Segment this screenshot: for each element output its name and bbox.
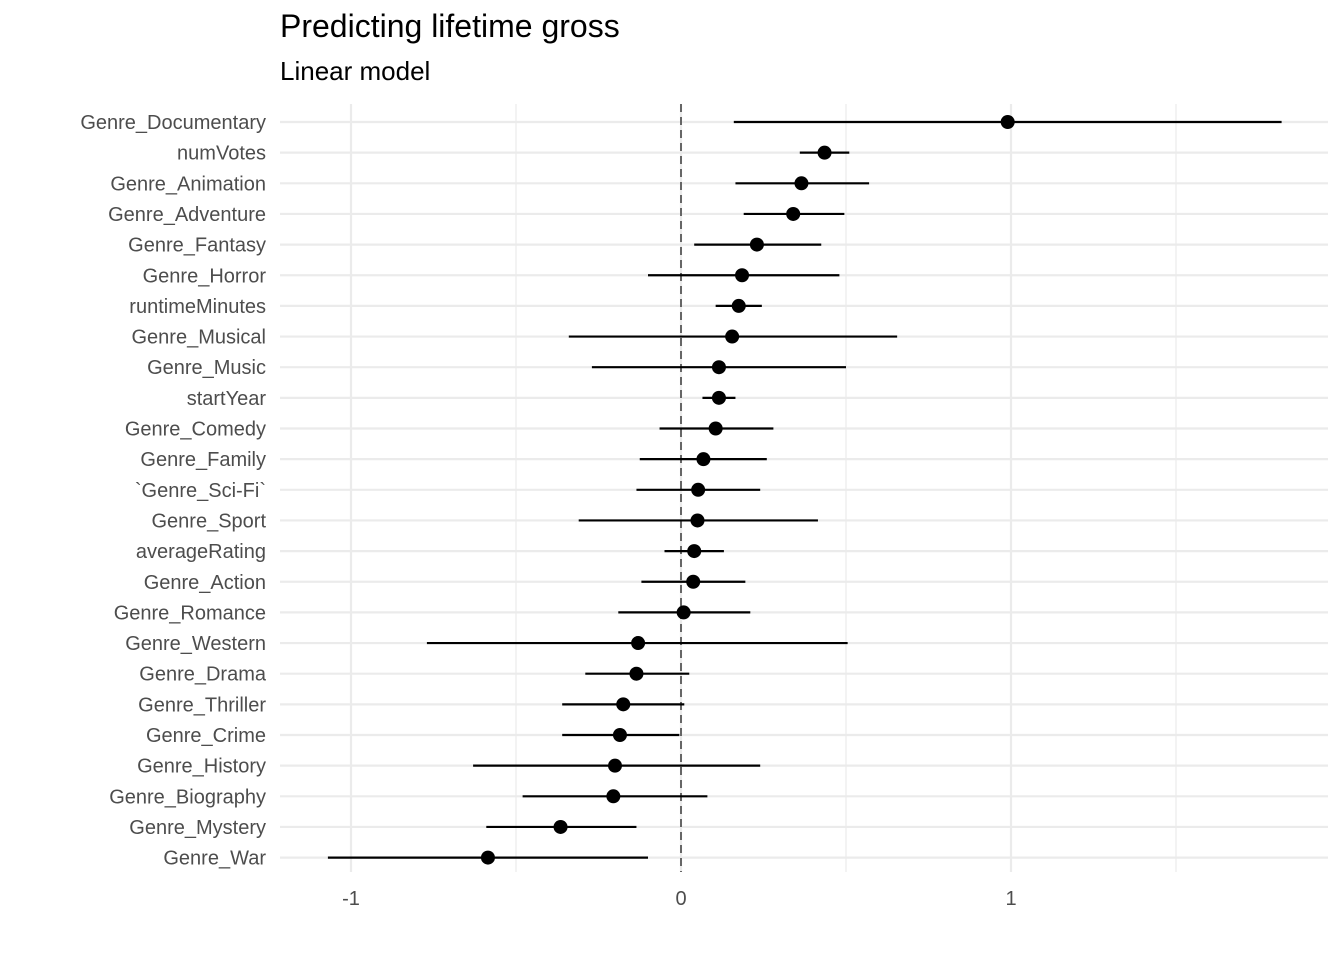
- y-tick-label: Genre_Music: [147, 357, 266, 379]
- point-genre-music: [711, 360, 726, 375]
- y-tick-label: Genre_Musical: [131, 327, 266, 349]
- point-genre-western: [631, 636, 646, 651]
- y-tick-label: Genre_War: [163, 848, 266, 870]
- y-tick-label: Genre_Drama: [139, 664, 267, 686]
- point-startyear: [711, 390, 726, 405]
- x-tick-label: 1: [1005, 888, 1016, 910]
- point-genre-drama: [629, 666, 644, 681]
- point-genre-comedy: [708, 421, 723, 436]
- y-tick-label: Genre_Thriller: [138, 694, 266, 716]
- point-genre-adventure: [786, 206, 801, 221]
- point-genre-thriller: [616, 697, 631, 712]
- y-tick-label: Genre_Animation: [110, 173, 266, 195]
- x-tick-label: 0: [675, 888, 686, 910]
- chart-title: Predicting lifetime gross: [280, 8, 620, 44]
- y-tick-label: averageRating: [136, 541, 266, 563]
- point-genre-romance: [676, 605, 691, 620]
- y-tick-label: Genre_Biography: [109, 786, 266, 808]
- point--genre-sci-fi-: [691, 482, 706, 497]
- y-tick-label: Genre_Action: [144, 572, 266, 594]
- y-tick-label: Genre_Sport: [151, 510, 266, 532]
- point-genre-animation: [794, 176, 809, 191]
- point-genre-history: [608, 758, 622, 773]
- y-tick-label: Genre_Crime: [146, 725, 266, 747]
- y-tick-label: Genre_Family: [140, 449, 266, 471]
- y-tick-label: numVotes: [177, 143, 266, 165]
- point-averagerating: [687, 544, 702, 559]
- y-tick-label: Genre_Mystery: [129, 817, 266, 839]
- point-genre-crime: [612, 728, 627, 742]
- chart-subtitle: Linear model: [280, 56, 431, 86]
- point-genre-fantasy: [749, 237, 764, 252]
- point-genre-horror: [735, 268, 750, 283]
- y-tick-label: Genre_Documentary: [80, 112, 266, 134]
- y-tick-label: `Genre_Sci-Fi`: [135, 480, 266, 502]
- y-tick-label: Genre_Adventure: [108, 204, 266, 226]
- point-genre-war: [480, 850, 495, 865]
- point-genre-sport: [690, 513, 705, 528]
- point-genre-action: [686, 574, 701, 589]
- y-tick-label: Genre_Fantasy: [128, 235, 266, 257]
- point-runtimeminutes: [731, 298, 746, 313]
- point-genre-mystery: [553, 819, 568, 834]
- y-tick-label: Genre_Romance: [114, 602, 266, 624]
- y-tick-label: Genre_Horror: [143, 265, 267, 287]
- y-tick-label: runtimeMinutes: [129, 296, 266, 318]
- point-numvotes: [817, 145, 832, 160]
- x-tick-label: -1: [342, 888, 360, 910]
- y-tick-label: Genre_History: [137, 756, 266, 778]
- point-genre-musical: [725, 329, 740, 344]
- point-genre-documentary: [1000, 115, 1015, 129]
- y-tick-label: Genre_Comedy: [125, 419, 266, 441]
- point-genre-biography: [606, 789, 621, 804]
- y-tick-label: Genre_Western: [125, 633, 266, 655]
- point-genre-family: [696, 452, 711, 467]
- y-tick-label: startYear: [187, 388, 267, 410]
